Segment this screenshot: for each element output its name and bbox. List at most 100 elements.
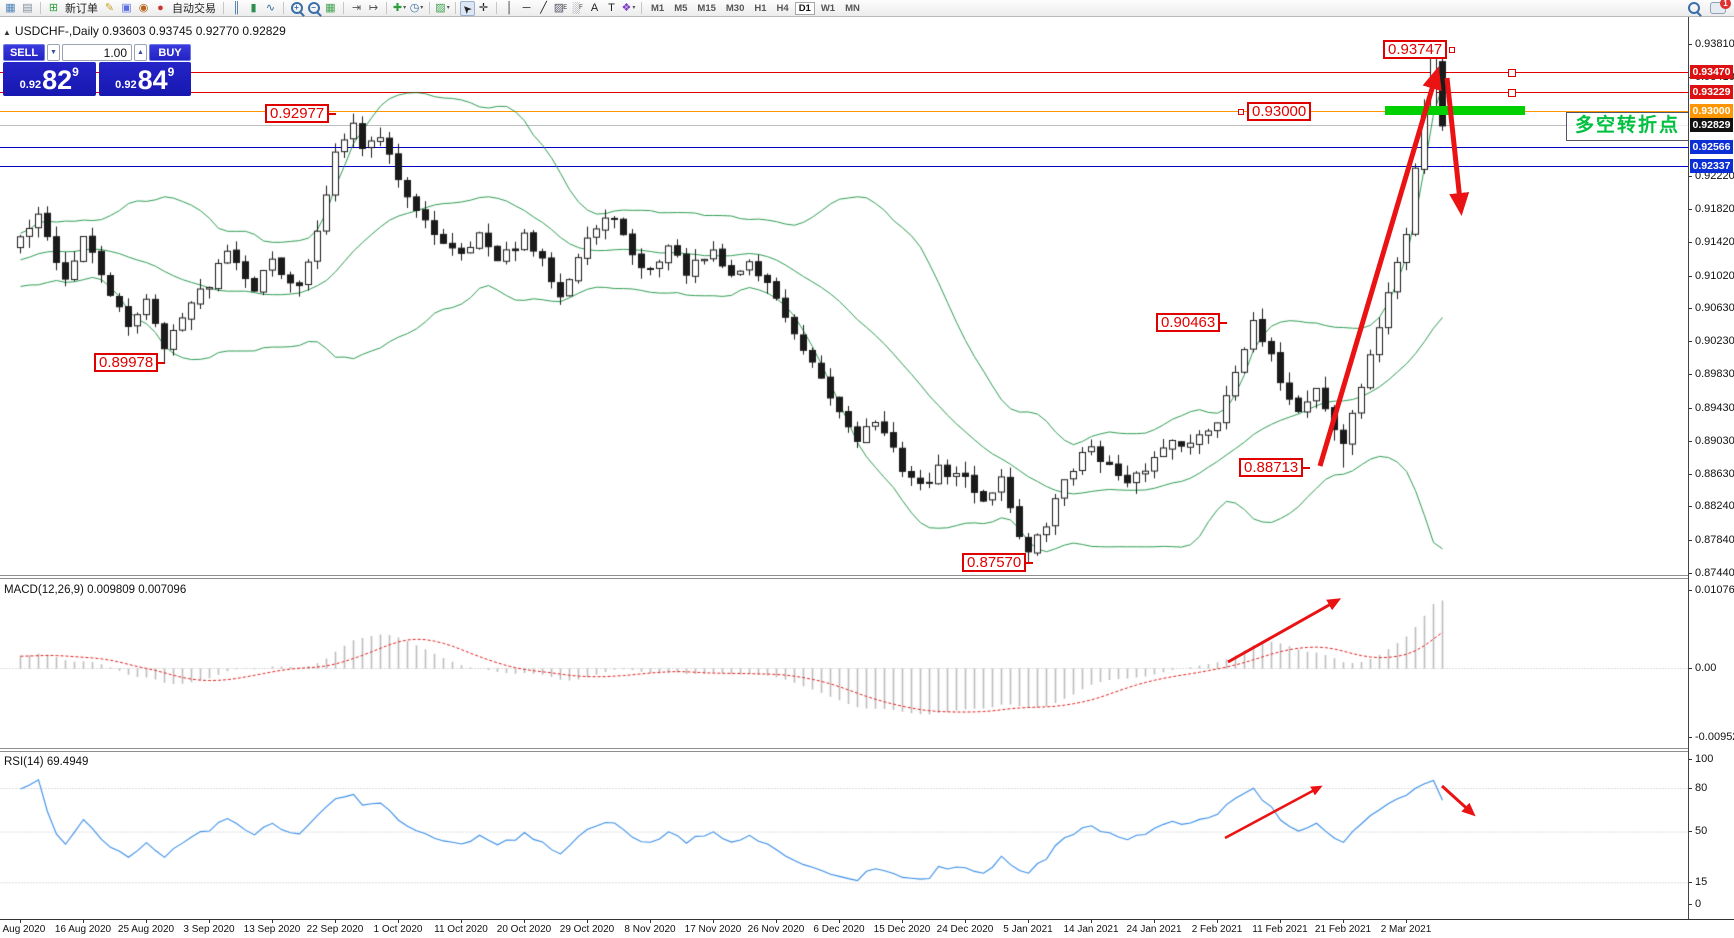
timeframe-m1[interactable]: M1 — [651, 2, 665, 14]
date-tick — [965, 920, 966, 923]
rsi-label: RSI(14) 69.4949 — [4, 756, 89, 768]
date-tick — [1406, 920, 1407, 923]
sell-button[interactable]: SELL — [3, 44, 45, 61]
axis-tick — [1689, 374, 1692, 375]
date-tick — [1280, 920, 1281, 923]
date-tick — [20, 920, 21, 923]
line-chart-icon[interactable]: ∿ — [265, 1, 276, 14]
date-label: 11 Feb 2021 — [1252, 924, 1308, 935]
text-label-icon[interactable]: T — [608, 1, 615, 14]
date-label: 21 Feb 2021 — [1314, 924, 1372, 935]
add-indicator-icon[interactable]: ✚ ▾ — [392, 1, 407, 14]
axis-tick-label: 0.89830 — [1695, 368, 1734, 380]
chart-shift-icon[interactable]: ↦ — [368, 1, 379, 14]
axis-tick-label: 0 — [1695, 898, 1702, 910]
date-tick — [587, 920, 588, 923]
timeframe-h4[interactable]: H4 — [776, 2, 789, 14]
timeframe-m5[interactable]: M5 — [674, 2, 688, 14]
metaeditor-icon[interactable]: ▣ — [121, 1, 132, 14]
volume-decrease-button[interactable]: ▼ — [47, 44, 60, 61]
axis-tick-label: 0.93810 — [1695, 38, 1734, 50]
tile-windows-icon[interactable]: ▦ — [325, 1, 336, 14]
horizontal-line-icon[interactable]: ─ — [522, 1, 531, 14]
new-order-icon[interactable]: ⊞ — [48, 1, 59, 14]
axis-tick-label: 0.88630 — [1695, 468, 1734, 480]
toolbar-groups: ▦ ▤ ⊞ 新订单 ✎ ▣ ◉ ● 自动交易 ║ ▮ ∿ + − ▦ ⇥ ↦ ✚ ▾ ◷ ▾ ▨ ▾ ➤ ✛ │ ─ ╱ ▨ E ░ F A T ❖… — [2, 0, 646, 16]
collapse-icon[interactable]: ▲ — [3, 28, 11, 37]
time-axis[interactable]: 6 Aug 2020 16 Aug 2020 25 Aug 2020 3 Sep 20… — [0, 919, 1734, 938]
cursor-icon[interactable]: ➤ — [459, 0, 475, 16]
bar-chart-icon[interactable]: ║ — [232, 1, 241, 14]
date-tick — [146, 920, 147, 923]
search-icon[interactable] — [1688, 2, 1700, 14]
line-handle-marker[interactable] — [1508, 89, 1516, 97]
axis-tick-label: 0.00 — [1695, 662, 1717, 674]
vertical-line-icon[interactable]: │ — [506, 1, 513, 14]
pane-separator[interactable] — [0, 575, 1734, 579]
timeframe-h1[interactable]: H1 — [754, 2, 767, 14]
axis-tick-label: 50 — [1695, 825, 1708, 837]
date-label: 29 Oct 2020 — [559, 924, 615, 935]
buy-price-panel[interactable]: 0.92 84 9 — [98, 62, 191, 96]
price-level-chip-0.92337: 0.92337 — [1690, 159, 1733, 173]
text-icon[interactable]: A — [590, 1, 599, 14]
line-handle-marker[interactable] — [1508, 69, 1516, 77]
period-icon[interactable]: ◷ ▾ — [409, 1, 424, 14]
fibonacci-icon[interactable]: ░ F — [572, 1, 583, 14]
support-zone-highlight[interactable] — [1385, 106, 1525, 115]
arrows-icon[interactable]: ❖ ▾ — [621, 1, 636, 14]
axis-tick — [1689, 882, 1692, 883]
date-tick — [776, 920, 777, 923]
new-order-label[interactable]: 新订单 — [65, 3, 98, 15]
volume-input[interactable] — [62, 44, 132, 61]
date-tick — [398, 920, 399, 923]
macd-label: MACD(12,26,9) 0.009809 0.007096 — [4, 584, 187, 596]
timeframe-m30[interactable]: M30 — [725, 2, 745, 14]
price-tag-0.88713[interactable]: 0.88713 — [1239, 458, 1311, 477]
price-tag-0.89978[interactable]: 0.89978 — [94, 353, 166, 372]
auto-scroll-icon[interactable]: ⇥ — [351, 1, 362, 14]
volume-increase-button[interactable]: ▲ — [134, 44, 147, 61]
axis-tick — [1689, 573, 1692, 574]
price-tag-0.87570[interactable]: 0.87570 — [962, 553, 1034, 572]
timeframe-mn[interactable]: MN — [845, 2, 860, 14]
crosshair-icon[interactable]: ✛ — [478, 1, 489, 14]
autotrading-icon[interactable]: ● — [157, 1, 164, 14]
timeframe-w1[interactable]: W1 — [820, 2, 836, 14]
pane-separator[interactable] — [0, 748, 1734, 752]
buy-button[interactable]: BUY — [149, 44, 191, 61]
price-tag-0.93747[interactable]: 0.93747 — [1383, 40, 1456, 59]
timeframe-m15[interactable]: M15 — [697, 2, 716, 14]
zoom-out-icon[interactable]: − — [305, 1, 322, 16]
chart-template-icon[interactable]: ▨ ▾ — [435, 1, 450, 14]
date-tick — [902, 920, 903, 923]
autotrading-label[interactable]: 自动交易 — [172, 3, 216, 15]
styler-icon[interactable]: ✎ — [104, 1, 115, 14]
zoom-in-icon[interactable]: + — [288, 1, 305, 16]
toolbar-separator — [223, 2, 224, 14]
axis-tick — [1689, 759, 1692, 760]
price-tag-0.90463[interactable]: 0.90463 — [1156, 313, 1228, 332]
price-level-chip-0.93000: 0.93000 — [1690, 104, 1733, 118]
equidistant-channel-icon[interactable]: ▨ E — [553, 1, 568, 14]
toolbar-separator — [40, 2, 41, 14]
signals-icon[interactable]: ◉ — [138, 1, 149, 14]
date-label: 5 Jan 2021 — [1003, 924, 1053, 935]
chart-profiles-icon[interactable]: ▤ — [22, 1, 33, 14]
chat-icon[interactable]: 1 — [1710, 0, 1731, 14]
ohlc-values: 0.93603 0.93745 0.92770 0.92829 — [102, 24, 286, 38]
sell-price-panel[interactable]: 0.92 82 9 — [3, 62, 96, 96]
price-tag-0.92977[interactable]: 0.92977 — [265, 104, 337, 123]
date-label: 15 Dec 2020 — [873, 924, 931, 935]
annotation-label[interactable]: 多空转折点 — [1566, 112, 1689, 141]
axis-tick — [1689, 737, 1692, 738]
date-label: 17 Nov 2020 — [684, 924, 742, 935]
trendline-icon[interactable]: ╱ — [540, 1, 547, 14]
timeframe-d1[interactable]: D1 — [794, 1, 815, 15]
date-tick — [335, 920, 336, 923]
new-chart-icon[interactable]: ▦ — [5, 1, 16, 14]
price-axis[interactable]: 0.938100.934100.922200.918200.914200.910… — [1688, 17, 1734, 919]
candlestick-chart-icon[interactable]: ▮ — [250, 1, 257, 14]
price-tag-0.93000[interactable]: 0.93000 — [1237, 102, 1312, 121]
